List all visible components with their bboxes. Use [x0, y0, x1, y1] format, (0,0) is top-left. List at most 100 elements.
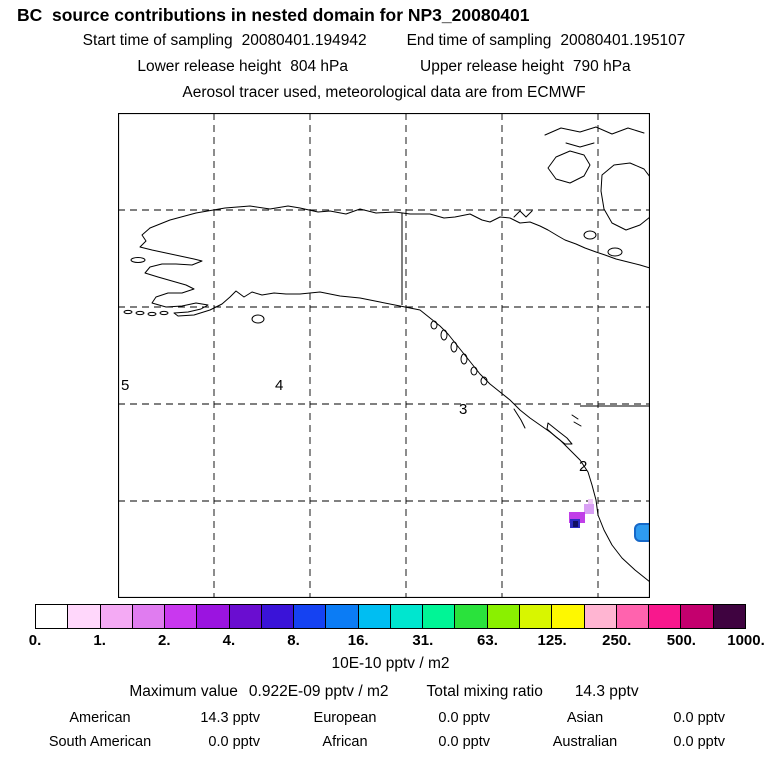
colorbar-cell: [132, 605, 166, 628]
grid-label-2: 2: [579, 458, 587, 475]
colorbar-cell: [423, 605, 456, 628]
island-aleutian: [147, 311, 157, 317]
colorbar-cell: [261, 605, 295, 628]
island-vancouver: [546, 422, 573, 445]
colorbar-cell: [552, 605, 585, 628]
region-value: 0.0 pptv: [208, 734, 260, 750]
blob-pale-pixel: [588, 499, 593, 504]
grid-label-3: 3: [459, 401, 467, 418]
region-contributions-table: American 14.3 pptv European 0.0 pptv Asi…: [30, 710, 725, 750]
map-gridlines: [118, 113, 650, 598]
map-grid-labels: 5 4 3 2: [121, 377, 587, 475]
colorbar-cell: [229, 605, 262, 628]
blob-dark-core: [573, 521, 578, 527]
end-time-pair: End time of sampling 20080401.195107: [407, 32, 686, 50]
end-time-value: 20080401.195107: [560, 32, 686, 49]
island-arctic-b: [600, 162, 651, 231]
colorbar: 0. 1. 2. 4. 8. 16. 31. 63. 125. 250. 500. 1000. 10E…: [29, 604, 765, 673]
region-value: 0.0 pptv: [673, 710, 725, 726]
spacer: [490, 734, 530, 750]
region-label: European: [313, 710, 377, 726]
island-aleutian: [135, 310, 145, 316]
maximum-value-label: Maximum value: [129, 683, 238, 700]
stats-summary-row: Maximum value 0.922E-09 pptv / m2 Total …: [0, 683, 768, 701]
island-aleutian: [123, 309, 133, 315]
colorbar-tick-label: 0.: [28, 632, 42, 649]
spacer: [260, 734, 285, 750]
coast-west-south: [139, 227, 651, 583]
lower-release-value: 804 hPa: [290, 58, 348, 75]
political-borders: [401, 213, 650, 407]
island-arctic-partial: [544, 126, 645, 136]
island-small-cluster: [571, 414, 582, 427]
island-arctic-small: [583, 230, 597, 240]
blob-blue-edge: [634, 523, 656, 542]
island-archipelago: [480, 376, 488, 386]
island-archipelago: [430, 320, 438, 330]
colorbar-cell: [100, 605, 133, 628]
spacer: [260, 710, 285, 726]
region-value: 0.0 pptv: [438, 734, 490, 750]
map-frame: [117, 112, 651, 599]
blob-magenta: [569, 512, 585, 523]
island-archipelago: [440, 329, 448, 341]
island-archipelago: [450, 341, 458, 353]
island-arctic-a: [547, 150, 591, 184]
end-time-label: End time of sampling: [406, 32, 552, 49]
colorbar-cell: [358, 605, 391, 628]
page-title: BC source contributions in nested domain…: [17, 5, 530, 25]
island-archipelago: [470, 366, 478, 376]
start-time-pair: Start time of sampling 20080401.194942: [83, 32, 367, 50]
colorbar-tick-label: 4.: [222, 632, 236, 649]
colorbar-cell: [390, 605, 424, 628]
coast-mackenzie-delta: [513, 210, 533, 218]
upper-release-pair: Upper release height 790 hPa: [420, 58, 631, 76]
spacer: [490, 710, 530, 726]
grid-label-4: 4: [275, 377, 283, 394]
colorbar-cell: [616, 605, 650, 628]
total-mixing-ratio-value: 14.3 pptv: [574, 683, 639, 700]
colorbar-tick-label: 63.: [477, 632, 498, 649]
island-archipelago: [460, 353, 468, 365]
start-time-value: 20080401.194942: [241, 32, 367, 49]
colorbar-tick-label: 500.: [666, 632, 696, 649]
colorbar-cell: [165, 605, 198, 628]
island-haida-gwaii: [513, 408, 526, 429]
upper-release-value: 790 hPa: [572, 58, 631, 75]
concentration-blobs: [569, 499, 656, 542]
colorbar-cell: [519, 605, 553, 628]
upper-release-label: Upper release height: [420, 58, 564, 75]
region-value: 0.0 pptv: [438, 710, 490, 726]
colorbar-ticks: 0. 1. 2. 4. 8. 16. 31. 63. 125. 250. 500. 1000.: [29, 632, 765, 650]
region-label: African: [322, 734, 368, 750]
island-aleutian: [159, 310, 169, 316]
region-value: 0.0 pptv: [673, 734, 725, 750]
tracer-info-line: Aerosol tracer used, meteorological data…: [0, 84, 768, 102]
map-panel: 5 4 3 2: [117, 112, 656, 599]
island-arctic-small: [607, 247, 623, 257]
colorbar-cell: [681, 605, 714, 628]
colorbar-cell: [68, 605, 101, 628]
colorbar-cell: [584, 605, 617, 628]
colorbar-tick-label: 16.: [347, 632, 369, 649]
coast-arctic: [149, 205, 651, 269]
colorbar-cell: [36, 605, 69, 628]
region-label: American: [69, 710, 131, 726]
coastlines: [123, 126, 651, 583]
region-label: Australian: [552, 734, 618, 750]
colorbar-cell: [649, 605, 682, 628]
region-label: Asian: [566, 710, 604, 726]
colorbar-tick-label: 8.: [287, 632, 300, 649]
colorbar-cell: [713, 605, 745, 628]
colorbar-cell: [487, 605, 520, 628]
lower-release-pair: Lower release height 804 hPa: [137, 58, 348, 76]
island-kodiak: [251, 314, 265, 324]
region-value: 14.3 pptv: [200, 710, 260, 726]
release-heights-line: Lower release height 804 hPa Upper relea…: [0, 58, 768, 76]
grid-label-5: 5: [121, 377, 129, 394]
colorbar-tick-label: 250.: [602, 632, 632, 649]
colorbar-tick-label: 31.: [412, 632, 434, 649]
colorbar-cell: [326, 605, 359, 628]
sampling-times-line: Start time of sampling 20080401.194942 E…: [0, 32, 768, 50]
map-plot: 5 4 3 2: [117, 112, 656, 599]
